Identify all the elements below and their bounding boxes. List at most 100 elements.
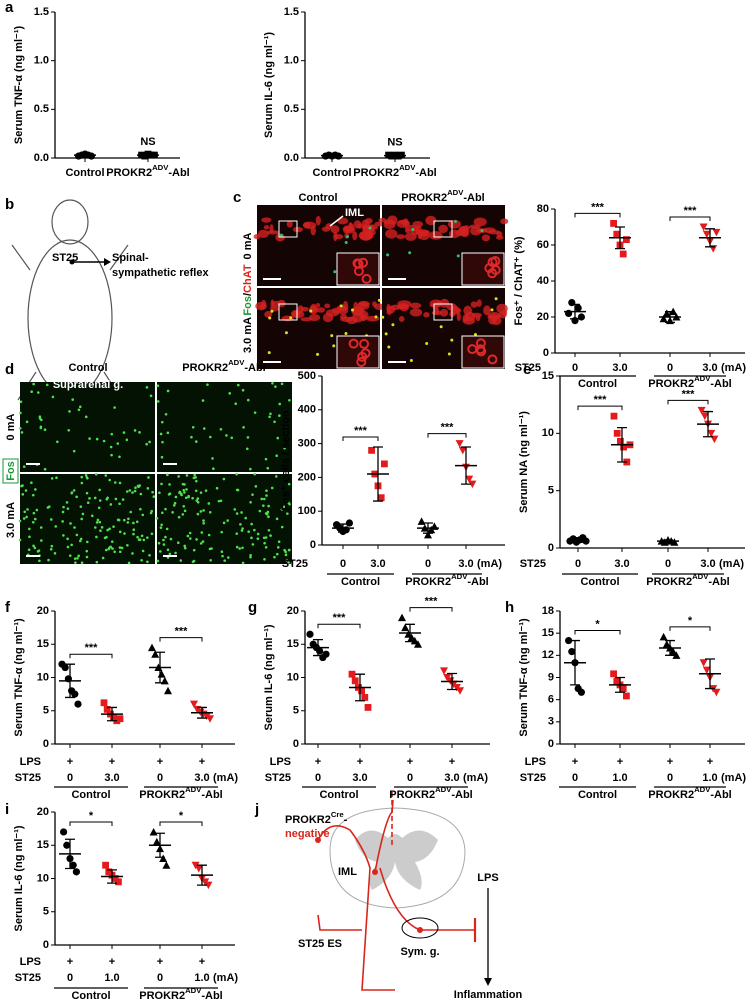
outcome-label: Inflammation: [454, 989, 523, 1001]
fos-cell: [69, 522, 72, 525]
fos-cell: [145, 386, 149, 389]
fos-cell: [34, 488, 37, 491]
fos-cell: [93, 496, 97, 500]
error-bar: [705, 658, 715, 690]
fos-cell: [125, 490, 129, 493]
cell: [357, 223, 363, 229]
fos-cell: [287, 561, 290, 564]
stain-label: Fos: [5, 461, 17, 481]
fos-cell: [276, 546, 280, 549]
row-value: 0: [572, 772, 578, 784]
fos-cell: [95, 521, 99, 524]
row-value: 0: [315, 772, 321, 784]
cell: [266, 230, 280, 235]
error-bar: [617, 426, 627, 463]
fos-cell: [178, 491, 181, 495]
data-point: [659, 314, 668, 323]
annotation: NS: [140, 136, 155, 148]
y-tick-label: 80: [537, 203, 549, 215]
fos-cell: [196, 497, 200, 500]
roi-box: [278, 220, 298, 238]
cell: [496, 231, 503, 237]
fos-cell: [278, 414, 281, 417]
fos-cell: [280, 525, 284, 529]
fos-cell: [268, 316, 272, 320]
arrow: [329, 215, 344, 227]
fos-cell: [108, 527, 111, 531]
group-label: PROKR2ADV-Abl: [646, 572, 729, 588]
fos-cell: [368, 226, 372, 230]
y-tick-label: 0.5: [284, 103, 299, 115]
group-label: PROKR2ADV-Abl: [648, 374, 731, 390]
cell: [336, 305, 348, 312]
fos-cell: [73, 526, 76, 529]
fos-cell: [120, 546, 124, 550]
data-point: [659, 632, 668, 641]
row-value: +: [315, 756, 321, 768]
y-tick-label: 5: [43, 705, 49, 717]
fos-cell: [253, 472, 257, 476]
fos-cell: [117, 518, 121, 522]
data-point: [699, 223, 708, 231]
text-part: ADV: [447, 188, 464, 197]
cell: [257, 229, 269, 238]
y-tick-label: 0: [548, 542, 554, 554]
fos-cell: [258, 509, 262, 513]
text-part: PROKR2: [405, 576, 451, 588]
fos-cell: [174, 551, 177, 555]
fos-cell: [27, 548, 31, 552]
fos-cell: [275, 552, 279, 556]
error-bar: [703, 410, 713, 438]
fos-cell: [109, 503, 113, 506]
data-point: [623, 692, 630, 700]
fos-cell: [72, 449, 76, 453]
cell: [501, 309, 508, 317]
text-part: ADV: [694, 374, 711, 383]
fos-cell: [161, 511, 164, 515]
fos-cell: [351, 308, 355, 312]
data-point: [662, 640, 671, 648]
gray-matter: [355, 830, 438, 890]
neural-path: [317, 790, 477, 991]
row-value: +: [449, 756, 455, 768]
sig-label: ***: [684, 205, 698, 217]
error-bar: [447, 672, 457, 691]
y-tick-label: 18: [542, 605, 554, 617]
text-part: PROKR2: [648, 789, 694, 801]
cell: [259, 305, 266, 310]
fos-cell: [75, 533, 79, 537]
row-label: 0 mA: [5, 413, 17, 440]
fos-cell: [202, 521, 205, 525]
error-bar: [705, 228, 715, 248]
fos-cell: [86, 501, 90, 505]
fos-cell: [126, 543, 129, 547]
cell: [340, 314, 347, 320]
data-point: [712, 688, 721, 697]
data-point: [697, 406, 706, 415]
fos-cell: [23, 510, 27, 514]
fos-cell: [135, 520, 139, 524]
fos-cell: [104, 474, 108, 477]
error-bar: [155, 651, 165, 684]
challenge-label: LPS: [477, 872, 498, 884]
fos-cell: [78, 405, 82, 409]
column-label: Control: [298, 192, 337, 204]
y-tick-label: 0: [293, 738, 299, 750]
sig-label: ***: [591, 201, 605, 213]
column-label: Control: [68, 362, 107, 374]
fos-cell: [201, 399, 205, 402]
row-value: 0: [157, 972, 163, 984]
data-point: [610, 220, 617, 227]
data-point: [364, 704, 372, 711]
fos-cell: [70, 491, 74, 494]
error-bar: [461, 446, 471, 485]
text-part: -Abl: [201, 990, 222, 1002]
y-tick-label: 0.0: [284, 152, 299, 164]
fos-cell: [183, 544, 186, 548]
row-value: 0: [67, 772, 73, 784]
fos-cell: [138, 431, 141, 434]
fos-cell: [81, 512, 85, 516]
error-bar: [327, 153, 337, 158]
sig-bracket: [427, 433, 467, 438]
sig-label: ***: [354, 425, 368, 437]
